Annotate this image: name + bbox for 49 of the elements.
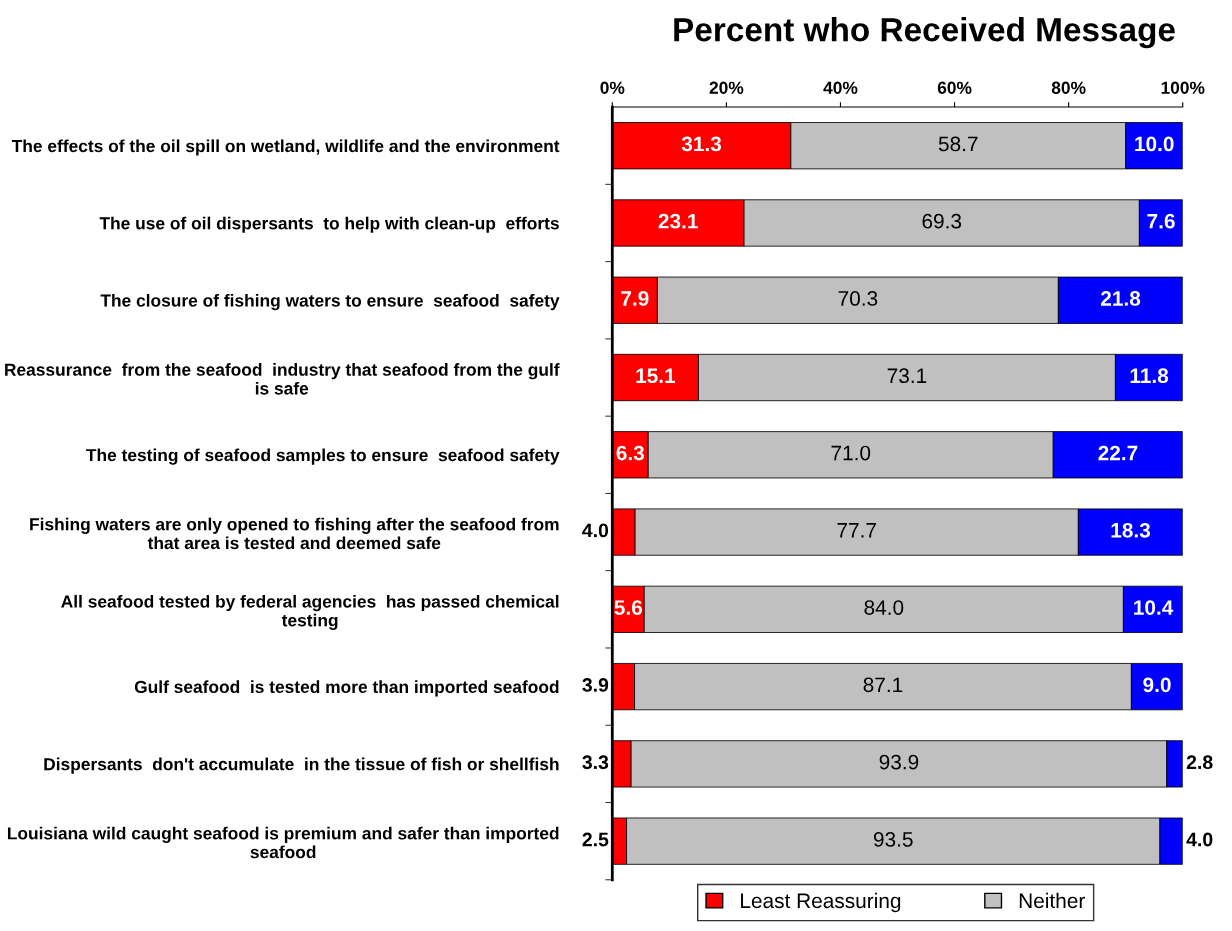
text: 23.1 (658, 213, 698, 229)
y-tick-label: Dispersants don't accumulate in the tissue of fish or shellfish (44, 757, 559, 774)
y-tick-label: Fishing waters are only opened to fishing after the seafood from that area is tested and deemed safe (30, 517, 559, 550)
text: 3.9 (582, 678, 609, 692)
text: 7.6 (1147, 213, 1175, 229)
x-tick-label: 20% (709, 81, 744, 94)
text: 2.8 (1186, 755, 1213, 770)
legend-label: Least Reassuring (741, 892, 901, 913)
x-tick-label: 100% (1161, 81, 1205, 94)
text: 71.0 (831, 445, 871, 461)
chart-title: Percent who Received Message (674, 16, 1175, 49)
text: 87.1 (863, 677, 903, 693)
text: 77.7 (837, 523, 876, 538)
text: 4.0 (1186, 832, 1213, 847)
text: 3.3 (582, 755, 609, 770)
text: 10.4 (1134, 600, 1174, 615)
y-tick-label: The testing of seafood samples to ensure seafood safety (86, 448, 560, 465)
x-tick-label: 80% (1051, 81, 1086, 94)
legend-label: Neither (1019, 892, 1085, 909)
text: 93.9 (879, 754, 919, 770)
text: 4.0 (582, 523, 609, 538)
text: 15.1 (636, 368, 676, 384)
y-tick-label: Gulf seafood is tested more than imported seafood (134, 680, 559, 697)
text: 9.0 (1143, 677, 1171, 693)
text: 21.8 (1101, 291, 1141, 306)
y-tick-label: The closure of fishing waters to ensure seafood safety (100, 293, 560, 311)
text: 93.5 (873, 832, 913, 847)
y-tick-label: The use of oil dispersants to help with clean-up efforts (99, 216, 559, 233)
text: 11.8 (1130, 368, 1169, 384)
x-tick-label: 60% (937, 81, 972, 94)
text: 73.1 (887, 368, 927, 384)
text: 2.5 (582, 832, 609, 847)
x-tick-label: 40% (823, 81, 858, 94)
text: 18.3 (1111, 522, 1151, 538)
x-tick-label: 0% (600, 81, 625, 94)
text: 10.0 (1135, 136, 1174, 152)
text: 58.7 (938, 136, 978, 152)
text: 5.6 (614, 600, 642, 615)
y-tick-label: Louisiana wild caught seafood is premium and safer than imported seafood (7, 826, 559, 859)
y-tick-label: Reassurance from the seafood industry that seafood from the gulf is safe (5, 363, 560, 395)
y-tick-label: All seafood tested by federal agencies has passed chemical testing (61, 594, 559, 630)
text: 69.3 (922, 213, 962, 229)
text: 7.9 (621, 291, 649, 306)
text: 31.3 (681, 136, 722, 152)
text: 22.7 (1098, 445, 1138, 461)
text: 6.3 (616, 445, 644, 461)
y-tick-label: The effects of the oil spill on wetland, wildlife and the environment (11, 139, 560, 156)
text: 70.3 (838, 291, 878, 306)
text: 84.0 (864, 600, 904, 615)
